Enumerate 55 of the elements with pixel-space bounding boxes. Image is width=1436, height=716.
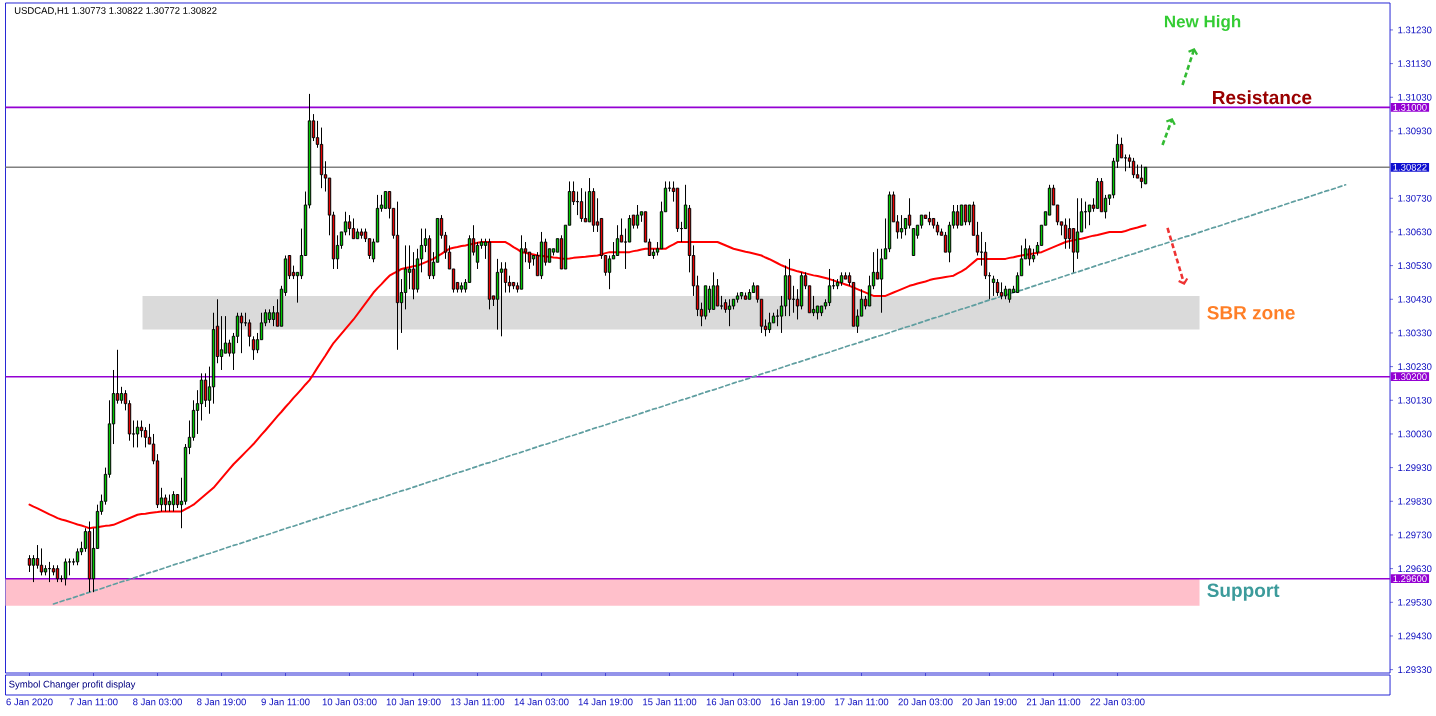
candlestick — [787, 258, 792, 317]
candlestick — [415, 248, 420, 294]
x-tick-label: 22 Jan 03:00 — [1090, 698, 1145, 706]
y-tick-label: 1.30130 — [1398, 396, 1432, 404]
y-tick-label: 1.29730 — [1398, 531, 1432, 539]
y-tick-label: 1.30730 — [1398, 194, 1432, 202]
ref-line-label: 1.30822 — [1393, 163, 1427, 171]
y-tick-label: 1.30930 — [1398, 127, 1432, 135]
y-tick-label: 1.29930 — [1398, 464, 1432, 471]
candlestick — [403, 244, 408, 310]
ref-line-label: 1.30200 — [1393, 373, 1427, 381]
x-tick-label: 21 Jan 11:00 — [1026, 698, 1081, 706]
y-tick-label: 1.29330 — [1398, 666, 1432, 673]
x-tick-label: 15 Jan 11:00 — [643, 698, 697, 706]
y-tick-label: 1.29630 — [1398, 565, 1432, 572]
y-tick-label: 1.30030 — [1398, 430, 1432, 438]
x-tick-label: 10 Jan 19:00 — [386, 698, 441, 706]
x-tick-label: 14 Jan 03:00 — [514, 698, 569, 706]
x-tick-label: 7 Jan 11:00 — [69, 698, 118, 706]
candlestick — [411, 251, 416, 300]
y-tick-label: 1.31130 — [1398, 60, 1431, 67]
x-tick-label: 8 Jan 03:00 — [133, 698, 182, 706]
y-tick-label: 1.30630 — [1398, 228, 1432, 236]
y-tick-label: 1.29830 — [1398, 497, 1432, 505]
candlestick — [35, 544, 40, 570]
annotation: New High — [1164, 15, 1241, 31]
band-label: SBR zone — [1207, 306, 1295, 320]
x-tick-label: 20 Jan 19:00 — [962, 698, 1017, 706]
y-tick-label: 1.31030 — [1398, 93, 1432, 101]
text: Symbol Changer profit display — [9, 680, 136, 690]
candlestick — [407, 244, 412, 290]
y-tick-label: 1.30530 — [1398, 262, 1432, 269]
x-tick-label: 17 Jan 11:00 — [835, 698, 889, 706]
x-tick-label: 16 Jan 19:00 — [770, 698, 825, 706]
x-tick-label: 6 Jan 2020 — [6, 698, 53, 706]
y-tick-label: 1.29430 — [1398, 632, 1432, 640]
x-tick-label: 10 Jan 03:00 — [322, 698, 377, 706]
chart-title: USDCAD,H1 1.30773 1.30822 1.30772 1.30822 — [14, 7, 217, 16]
y-tick-label: 1.30430 — [1398, 295, 1432, 303]
x-tick-label: 9 Jan 11:00 — [261, 698, 310, 706]
y-tick-label: 1.30330 — [1398, 329, 1432, 337]
y-tick-label: 1.29530 — [1398, 598, 1432, 606]
x-tick-label: 14 Jan 19:00 — [578, 698, 633, 706]
x-tick-label: 16 Jan 03:00 — [706, 698, 761, 706]
candlestick — [783, 265, 788, 317]
x-tick-label: 8 Jan 19:00 — [197, 698, 246, 706]
candlestick — [267, 308, 272, 324]
annotation: Resistance — [1212, 90, 1312, 105]
y-tick-label: 1.31230 — [1398, 26, 1432, 34]
x-tick-label: 13 Jan 11:00 — [451, 698, 505, 706]
ref-line-label: 1.31000 — [1393, 104, 1427, 111]
x-tick-label: 20 Jan 03:00 — [898, 698, 953, 706]
band-label: Support — [1207, 583, 1280, 601]
y-tick-label: 1.30230 — [1398, 363, 1432, 370]
ref-line-label: 1.29600 — [1393, 575, 1427, 583]
